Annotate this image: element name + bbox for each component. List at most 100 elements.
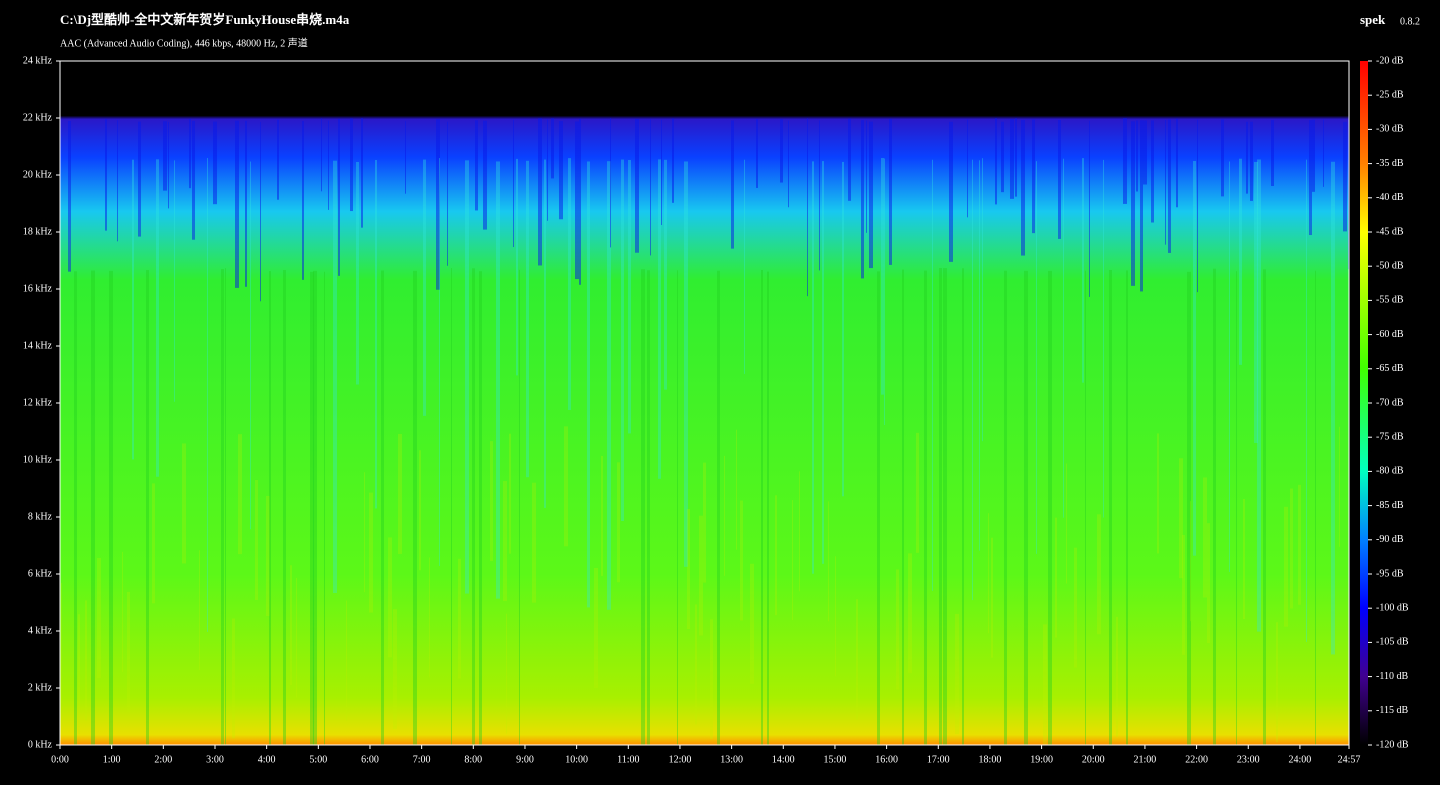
texture-stripe — [621, 159, 624, 522]
texture-stripe — [635, 119, 639, 253]
texture-stripe — [559, 121, 563, 220]
x-tick-label: 9:00 — [516, 754, 534, 765]
texture-stripe — [117, 120, 118, 242]
texture-stripe — [221, 269, 224, 745]
texture-stripe — [628, 159, 631, 434]
y-tick-label: 16 kHz — [23, 283, 53, 294]
texture-stripe — [1271, 120, 1274, 186]
texture-stripe — [1097, 514, 1101, 635]
texture-stripe — [617, 462, 620, 583]
texture-stripe — [955, 613, 959, 734]
texture-stripe — [192, 120, 195, 240]
texture-stripe — [405, 121, 406, 194]
texture-stripe — [982, 158, 983, 442]
texture-stripe — [932, 159, 933, 591]
texture-stripe — [547, 119, 548, 221]
texture-stripe — [1043, 624, 1047, 745]
texture-stripe — [881, 158, 884, 395]
texture-stripe — [877, 271, 880, 745]
texture-stripe — [1182, 534, 1185, 655]
level-tick-label: -85 dB — [1376, 500, 1404, 511]
texture-stripe — [761, 270, 763, 745]
texture-stripe — [97, 557, 101, 678]
texture-stripe — [1221, 119, 1224, 197]
y-tick-label: 22 kHz — [23, 112, 53, 123]
texture-stripe — [174, 160, 175, 402]
texture-stripe — [1312, 119, 1315, 192]
texture-stripe — [1151, 120, 1154, 223]
texture-stripe — [519, 269, 520, 745]
x-tick-label: 4:00 — [258, 754, 276, 765]
color-bar — [1360, 61, 1368, 745]
x-tick-label: 11:00 — [617, 754, 639, 765]
x-tick-label: 0:00 — [51, 754, 69, 765]
texture-stripe — [610, 118, 611, 248]
texture-stripe — [1323, 119, 1324, 187]
texture-stripe — [429, 557, 430, 678]
texture-stripe — [516, 158, 518, 376]
texture-stripe — [1213, 268, 1216, 745]
texture-stripe — [684, 161, 688, 567]
x-tick-label: 20:00 — [1082, 754, 1105, 765]
texture-stripe — [972, 159, 973, 601]
texture-stripe — [1074, 547, 1077, 668]
texture-stripe — [908, 553, 912, 674]
texture-stripe — [647, 270, 650, 745]
texture-stripe — [321, 118, 322, 192]
y-tick-label: 0 kHz — [28, 739, 53, 750]
texture-stripe — [939, 268, 942, 745]
texture-stripe — [1243, 499, 1245, 620]
texture-stripe — [792, 500, 793, 621]
texture-stripe — [724, 455, 725, 576]
texture-stripe — [744, 159, 745, 374]
texture-stripe — [812, 161, 814, 574]
texture-stripe — [1257, 159, 1261, 632]
texture-stripe — [1085, 270, 1086, 745]
y-tick-label: 4 kHz — [28, 625, 53, 636]
texture-stripe — [828, 501, 829, 622]
x-tick-label: 17:00 — [927, 754, 950, 765]
x-tick-label: 12:00 — [669, 754, 692, 765]
texture-stripe — [163, 121, 167, 191]
texture-stripe — [1207, 523, 1210, 644]
texture-stripe — [1140, 120, 1143, 292]
texture-stripe — [1109, 270, 1112, 745]
texture-stripe — [807, 118, 808, 297]
texture-stripe — [1024, 270, 1028, 745]
texture-stripe — [1036, 161, 1037, 554]
level-tick-label: -115 dB — [1376, 705, 1408, 716]
file-info: AAC (Advanced Audio Coding), 446 kbps, 4… — [60, 36, 308, 49]
texture-stripe — [91, 270, 95, 745]
texture-stripe — [509, 433, 511, 554]
texture-stripe — [68, 121, 71, 272]
texture-stripe — [699, 515, 703, 636]
texture-stripe — [105, 119, 107, 231]
level-tick-label: -120 dB — [1376, 739, 1409, 750]
texture-stripe — [822, 161, 824, 564]
texture-stripe — [506, 613, 507, 734]
x-tick-label: 2:00 — [154, 754, 172, 765]
texture-stripe — [869, 121, 873, 269]
texture-stripe — [388, 537, 392, 658]
level-tick-label: -75 dB — [1376, 431, 1404, 442]
texture-stripe — [695, 604, 697, 725]
texture-stripe — [465, 160, 469, 594]
texture-stripe — [333, 160, 337, 593]
texture-stripe — [641, 269, 645, 745]
level-tick-label: -45 dB — [1376, 226, 1404, 237]
texture-stripe — [664, 159, 667, 390]
texture-stripe — [255, 479, 258, 600]
texture-stripe — [687, 509, 690, 630]
y-tick-label: 14 kHz — [23, 340, 53, 351]
y-tick-label: 12 kHz — [23, 397, 53, 408]
texture-stripe — [856, 599, 858, 720]
texture-stripe — [564, 426, 568, 547]
texture-stripe — [503, 481, 507, 602]
texture-stripe — [1176, 118, 1178, 208]
y-tick-label: 6 kHz — [28, 568, 53, 579]
texture-stripe — [943, 268, 947, 745]
texture-stripe — [756, 119, 758, 188]
texture-stripe — [1123, 118, 1127, 204]
texture-stripe — [127, 591, 130, 712]
texture-stripe — [146, 270, 149, 745]
